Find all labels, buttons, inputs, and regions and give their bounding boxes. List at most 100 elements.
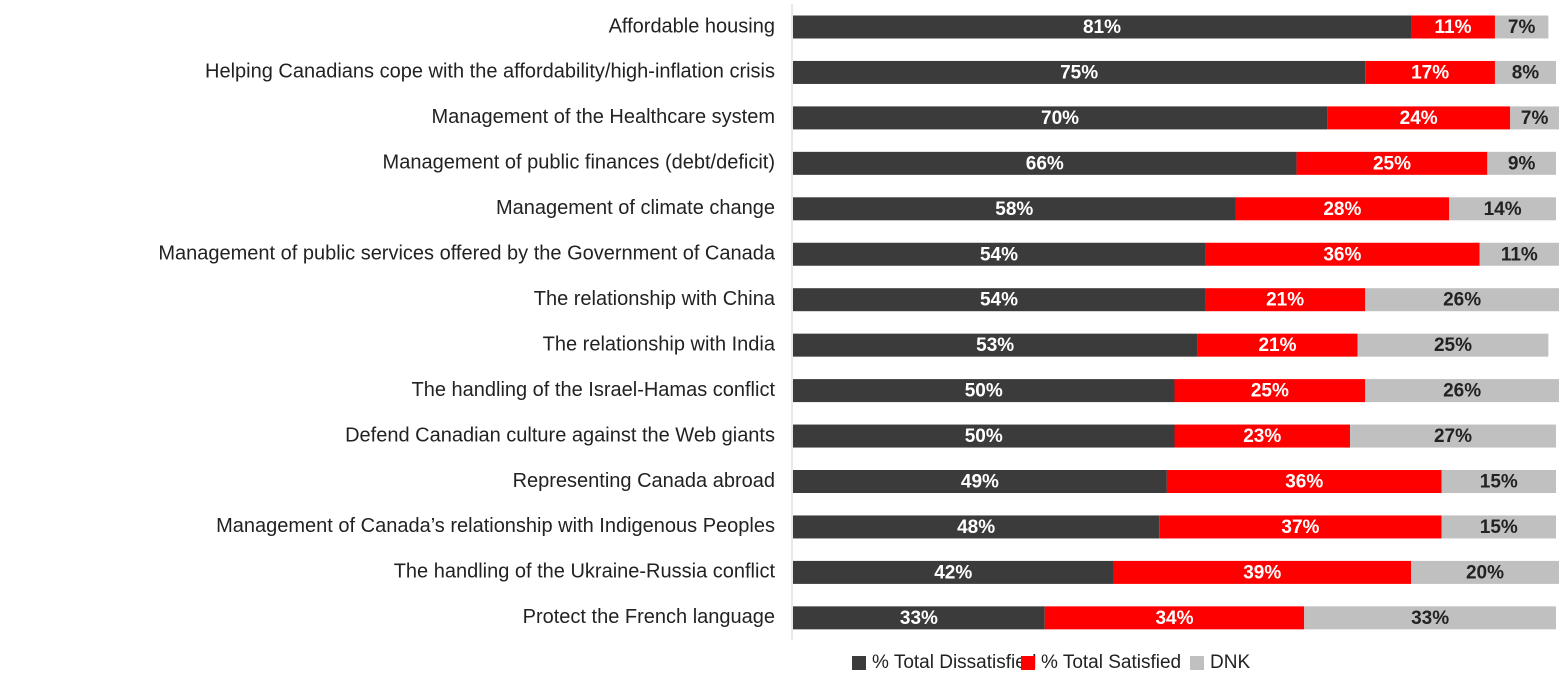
value-label: 39% bbox=[1243, 562, 1281, 583]
bar-segment bbox=[1494, 60, 1556, 84]
value-label: 66% bbox=[1026, 153, 1064, 174]
value-label: 37% bbox=[1281, 517, 1319, 538]
value-label: 54% bbox=[980, 244, 1018, 265]
bar-segment bbox=[1296, 151, 1488, 175]
bar-segment bbox=[793, 197, 1236, 221]
bar-segment bbox=[1441, 515, 1556, 539]
bar-segment bbox=[793, 15, 1412, 39]
value-label: 33% bbox=[1411, 608, 1449, 629]
bar-segment bbox=[1174, 424, 1350, 448]
value-label: 33% bbox=[900, 608, 938, 629]
legend-label: % Total Satisfied bbox=[1041, 652, 1181, 673]
bar-segment bbox=[1166, 470, 1442, 493]
legend-swatch bbox=[1021, 656, 1035, 670]
bar-segment bbox=[793, 424, 1175, 448]
legend-swatch bbox=[1190, 656, 1204, 670]
value-label: 23% bbox=[1243, 426, 1281, 447]
bar-segment bbox=[793, 379, 1175, 403]
bar-segment bbox=[1113, 560, 1412, 584]
value-label: 36% bbox=[1323, 244, 1361, 265]
value-label: 54% bbox=[980, 290, 1018, 311]
value-label: 27% bbox=[1434, 426, 1472, 447]
value-label: 25% bbox=[1434, 335, 1472, 356]
bar-segment bbox=[793, 515, 1160, 539]
value-label: 42% bbox=[934, 562, 972, 583]
value-label: 21% bbox=[1266, 290, 1304, 311]
bar-segment bbox=[793, 60, 1366, 84]
value-label: 15% bbox=[1480, 517, 1518, 538]
bar-segment bbox=[1357, 333, 1549, 357]
value-label: 20% bbox=[1466, 562, 1504, 583]
category-label: Protect the French language bbox=[523, 606, 775, 628]
value-label: 26% bbox=[1443, 290, 1481, 311]
value-label: 11% bbox=[1435, 17, 1472, 38]
category-label: Management of the Healthcare system bbox=[431, 106, 775, 128]
category-label: Defend Canadian culture against the Web … bbox=[345, 424, 775, 446]
value-label: 7% bbox=[1521, 108, 1549, 129]
bar-segment bbox=[1411, 560, 1559, 584]
bar-segment bbox=[793, 470, 1167, 493]
value-label: 70% bbox=[1041, 108, 1079, 129]
bar-segment bbox=[1349, 424, 1556, 448]
bar-segment bbox=[1197, 333, 1358, 357]
value-label: 17% bbox=[1411, 62, 1449, 83]
bar-segment bbox=[793, 151, 1297, 175]
value-label: 81% bbox=[1083, 17, 1121, 38]
category-label: The relationship with China bbox=[534, 288, 776, 310]
bar-segment bbox=[793, 333, 1198, 357]
value-label: 28% bbox=[1323, 199, 1361, 220]
value-label: 50% bbox=[965, 381, 1003, 402]
value-label: 24% bbox=[1400, 108, 1438, 129]
value-label: 58% bbox=[995, 199, 1033, 220]
value-label: 9% bbox=[1508, 153, 1536, 174]
bar-segment bbox=[1365, 288, 1559, 312]
category-label: Management of Canada’s relationship with… bbox=[216, 515, 775, 537]
bar-segment bbox=[1235, 197, 1450, 221]
bar-segment bbox=[1044, 606, 1305, 630]
category-label: Helping Canadians cope with the affordab… bbox=[205, 61, 775, 83]
bar-segment bbox=[1304, 606, 1556, 630]
bar-segment bbox=[1411, 15, 1495, 39]
bar-segment bbox=[793, 106, 1328, 130]
legend-label: DNK bbox=[1210, 652, 1250, 673]
value-label: 25% bbox=[1251, 381, 1289, 402]
value-label: 36% bbox=[1285, 472, 1323, 493]
value-label: 49% bbox=[961, 472, 999, 493]
value-label: 7% bbox=[1508, 17, 1536, 38]
value-label: 11% bbox=[1501, 244, 1538, 265]
value-label: 25% bbox=[1373, 153, 1411, 174]
bar-segment bbox=[793, 560, 1114, 584]
bar-segment bbox=[1449, 197, 1556, 221]
category-label: The handling of the Ukraine-Russia confl… bbox=[394, 561, 776, 583]
bar-segment bbox=[1159, 515, 1442, 539]
category-label: Management of public finances (debt/defi… bbox=[383, 152, 775, 174]
bar-segment bbox=[1365, 379, 1559, 403]
bar-segment bbox=[1510, 106, 1559, 130]
category-label: Management of public services offered by… bbox=[158, 243, 776, 265]
value-label: 48% bbox=[957, 517, 995, 538]
value-label: 8% bbox=[1512, 62, 1540, 83]
bar-segment bbox=[793, 606, 1045, 630]
value-label: 53% bbox=[976, 335, 1014, 356]
value-label: 21% bbox=[1258, 335, 1296, 356]
value-label: 50% bbox=[965, 426, 1003, 447]
value-label: 75% bbox=[1060, 62, 1098, 83]
legend-swatch bbox=[852, 656, 866, 670]
category-label: Management of climate change bbox=[496, 197, 775, 219]
value-label: 15% bbox=[1480, 472, 1518, 493]
category-label: Representing Canada abroad bbox=[513, 470, 775, 492]
bar-segment bbox=[1487, 151, 1556, 175]
bar-segment bbox=[1494, 15, 1549, 39]
bar-segment bbox=[793, 242, 1206, 266]
bar-segment bbox=[1205, 288, 1366, 312]
category-label: The handling of the Israel-Hamas conflic… bbox=[411, 379, 775, 401]
category-label: Affordable housing bbox=[609, 15, 775, 37]
category-label: The relationship with India bbox=[543, 333, 776, 355]
bar-segment bbox=[1327, 106, 1511, 130]
value-label: 26% bbox=[1443, 381, 1481, 402]
bar-segment bbox=[1441, 470, 1556, 493]
bar-segment bbox=[1365, 60, 1495, 84]
value-label: 14% bbox=[1484, 199, 1522, 220]
bar-segment bbox=[1479, 242, 1559, 266]
